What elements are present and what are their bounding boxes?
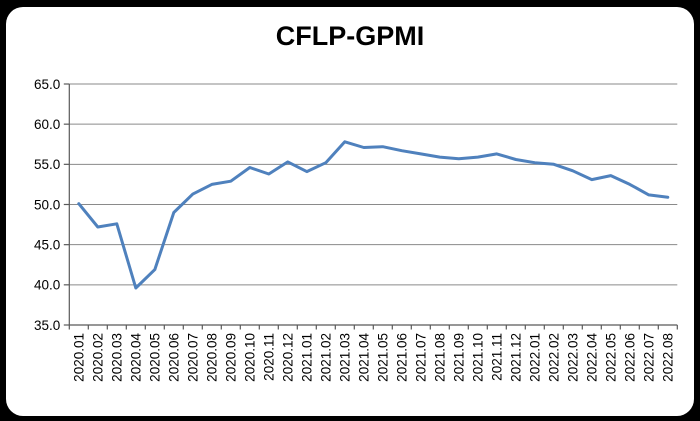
x-tick-label: 2021.03	[338, 333, 353, 382]
x-tick-label: 2021.05	[376, 333, 391, 382]
x-tick-label: 2021.07	[414, 333, 429, 382]
y-tick-label: 55.0	[34, 157, 60, 172]
x-tick-label: 2022.02	[547, 333, 562, 382]
x-tick-label: 2021.09	[452, 333, 467, 382]
y-tick-label: 60.0	[34, 117, 60, 132]
x-tick-label: 2021.08	[433, 333, 448, 382]
x-tick-label: 2021.06	[395, 333, 410, 382]
x-tick-label: 2020.02	[91, 333, 106, 382]
x-tick-label: 2020.01	[72, 333, 87, 382]
x-tick-label: 2022.07	[642, 333, 657, 382]
y-tick-label: 45.0	[34, 237, 60, 252]
x-tick-label: 2020.04	[129, 333, 144, 382]
chart-card: CFLP-GPMI 65.0 60.0 55.0 50.0 45.0 40.0 35.0 20…	[6, 7, 694, 416]
x-tick-label: 2021.11	[490, 333, 505, 381]
x-tick-label: 2022.06	[623, 333, 638, 382]
x-tick-label: 2022.01	[528, 333, 543, 382]
x-tick-label: 2021.04	[357, 333, 372, 382]
series-line-cflp-gpmi	[77, 140, 670, 290]
y-tick-label: 35.0	[34, 318, 60, 333]
x-tick-label: 2020.12	[281, 333, 296, 382]
x-tick-label: 2021.02	[319, 333, 334, 382]
x-tick-label: 2020.08	[205, 333, 220, 382]
x-tick-label: 2020.10	[243, 333, 258, 382]
x-tick-label: 2020.06	[167, 333, 182, 382]
x-tick-label: 2022.05	[604, 333, 619, 382]
x-tick-label: 2020.03	[110, 333, 125, 382]
y-tick-label: 50.0	[34, 197, 60, 212]
x-tick-label: 2020.09	[224, 333, 239, 382]
x-tick-label: 2020.07	[186, 333, 201, 382]
y-tick-label: 65.0	[34, 77, 60, 92]
x-tick-label: 2022.08	[661, 333, 676, 382]
x-tick-label: 2022.03	[566, 333, 581, 382]
x-tick-label: 2021.10	[471, 333, 486, 382]
x-tick-label: 2021.01	[300, 333, 315, 382]
x-tick-label: 2021.12	[509, 333, 524, 382]
chart-title: CFLP-GPMI	[275, 21, 425, 51]
y-tick-label: 40.0	[34, 278, 60, 293]
x-tick-label: 2022.04	[585, 333, 600, 382]
x-tick-label: 2020.05	[148, 333, 163, 382]
x-tick-label: 2020.11	[262, 333, 277, 381]
line-chart: 65.0 60.0 55.0 50.0 45.0 40.0 35.0 2020.01 2020.…	[34, 77, 678, 382]
